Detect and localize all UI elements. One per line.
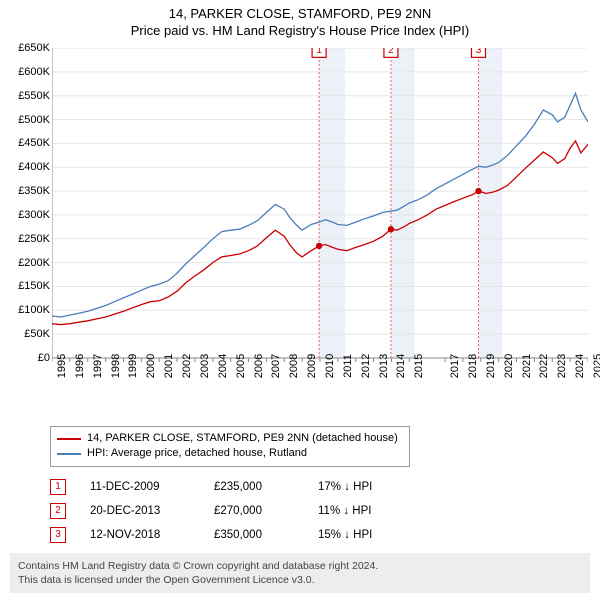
chart-subtitle: Price paid vs. HM Land Registry's House …	[4, 23, 596, 38]
x-tick-label: 2015	[413, 354, 425, 378]
y-tick-label: £250K	[2, 233, 50, 245]
event-marker-box: 1	[50, 479, 66, 495]
footer-line-2: This data is licensed under the Open Gov…	[18, 573, 582, 587]
chart-title: 14, PARKER CLOSE, STAMFORD, PE9 2NN	[4, 6, 596, 21]
x-tick-label: 2018	[467, 354, 479, 378]
y-tick-label: £400K	[2, 161, 50, 173]
y-tick-label: £500K	[2, 114, 50, 126]
x-tick-label: 2022	[538, 354, 550, 378]
event-row: 1 11-DEC-2009 £235,000 17% ↓ HPI	[50, 475, 590, 499]
event-row: 3 12-NOV-2018 £350,000 15% ↓ HPI	[50, 523, 590, 547]
x-tick-label: 2000	[145, 354, 157, 378]
x-tick-label: 2004	[217, 354, 229, 378]
x-tick-label: 2019	[485, 354, 497, 378]
chart-svg: 1 2 3	[52, 48, 588, 362]
x-tick-label: 2001	[163, 354, 175, 378]
x-tick-label: 1996	[74, 354, 86, 378]
legend-item: 14, PARKER CLOSE, STAMFORD, PE9 2NN (det…	[57, 431, 403, 446]
legend-swatch	[57, 453, 81, 455]
x-tick-label: 2013	[378, 354, 390, 378]
footer-licence: Contains HM Land Registry data © Crown c…	[10, 553, 590, 593]
x-tick-label: 2014	[395, 354, 407, 378]
x-tick-label: 2021	[521, 354, 533, 378]
x-tick-label: 2009	[306, 354, 318, 378]
x-tick-label: 2002	[181, 354, 193, 378]
legend-swatch	[57, 438, 81, 440]
event-row: 2 20-DEC-2013 £270,000 11% ↓ HPI	[50, 499, 590, 523]
footer-line-1: Contains HM Land Registry data © Crown c…	[18, 559, 582, 573]
x-tick-label: 2012	[360, 354, 372, 378]
event-date: 20-DEC-2013	[90, 505, 190, 517]
event-date: 11-DEC-2009	[90, 481, 190, 493]
legend-item: HPI: Average price, detached house, Rutl…	[57, 446, 403, 461]
chart-titles: 14, PARKER CLOSE, STAMFORD, PE9 2NN Pric…	[0, 0, 600, 40]
event-marker-box: 2	[50, 503, 66, 519]
y-tick-label: £0	[2, 352, 50, 364]
event-marker-box: 3	[50, 527, 66, 543]
x-tick-label: 1997	[92, 354, 104, 378]
x-tick-label: 2025	[592, 354, 600, 378]
legend: 14, PARKER CLOSE, STAMFORD, PE9 2NN (det…	[50, 426, 410, 467]
x-tick-label: 2020	[503, 354, 515, 378]
svg-text:1: 1	[316, 48, 322, 56]
x-tick-label: 2005	[235, 354, 247, 378]
y-tick-label: £650K	[2, 42, 50, 54]
x-tick-label: 1999	[127, 354, 139, 378]
event-delta: 11% ↓ HPI	[318, 505, 408, 517]
event-price: £235,000	[214, 481, 294, 493]
event-delta: 15% ↓ HPI	[318, 529, 408, 541]
y-tick-label: £300K	[2, 209, 50, 221]
svg-text:3: 3	[476, 48, 482, 56]
x-tick-label: 2007	[270, 354, 282, 378]
legend-label: HPI: Average price, detached house, Rutl…	[87, 446, 307, 461]
y-tick-label: £600K	[2, 66, 50, 78]
x-tick-label: 2010	[324, 354, 336, 378]
event-table: 1 11-DEC-2009 £235,000 17% ↓ HPI 2 20-DEC-201…	[50, 475, 590, 547]
x-tick-label: 2008	[288, 354, 300, 378]
svg-text:2: 2	[388, 48, 394, 56]
x-tick-label: 2024	[574, 354, 586, 378]
chart-area: 1 2 3 £0 £50K £100K £150K £200K £250K £300K £350K…	[2, 40, 598, 420]
x-tick-label: 2003	[199, 354, 211, 378]
x-tick-label: 2011	[342, 354, 354, 378]
x-tick-label: 1998	[110, 354, 122, 378]
event-delta: 17% ↓ HPI	[318, 481, 408, 493]
x-tick-label: 2017	[449, 354, 461, 378]
event-price: £350,000	[214, 529, 294, 541]
y-tick-label: £100K	[2, 304, 50, 316]
event-date: 12-NOV-2018	[90, 529, 190, 541]
y-tick-label: £350K	[2, 185, 50, 197]
legend-label: 14, PARKER CLOSE, STAMFORD, PE9 2NN (det…	[87, 431, 398, 446]
y-tick-label: £200K	[2, 257, 50, 269]
y-tick-label: £50K	[2, 328, 50, 340]
y-tick-label: £150K	[2, 280, 50, 292]
x-tick-label: 2006	[253, 354, 265, 378]
x-tick-label: 2023	[556, 354, 568, 378]
event-price: £270,000	[214, 505, 294, 517]
page: 14, PARKER CLOSE, STAMFORD, PE9 2NN Pric…	[0, 0, 600, 593]
y-tick-label: £550K	[2, 90, 50, 102]
y-tick-label: £450K	[2, 137, 50, 149]
x-tick-label: 1995	[56, 354, 68, 378]
